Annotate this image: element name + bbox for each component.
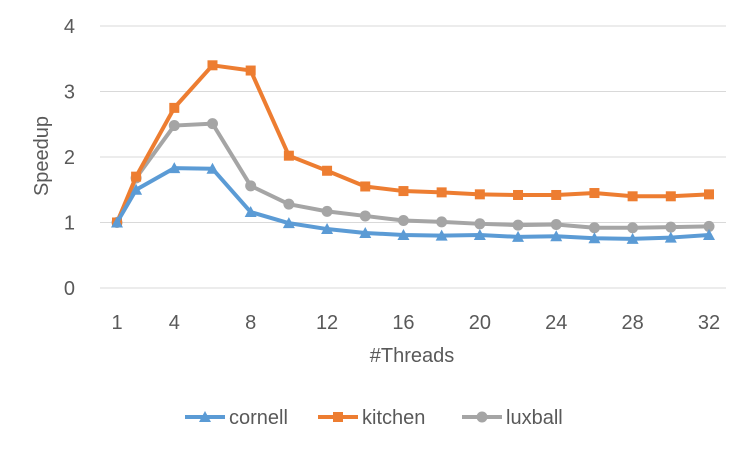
legend: cornell kitchen luxball [185,407,563,429]
data-point-kitchen [131,171,142,182]
data-point-kitchen [207,60,218,71]
data-point-luxball [321,205,333,217]
data-point-kitchen [513,189,524,200]
x-tick-label: 20 [469,312,491,334]
data-point-cornell [206,162,219,174]
data-point-cornell [111,216,123,228]
x-axis-title: #Threads [370,345,455,367]
legend-label: cornell [229,407,288,429]
legend-label: luxball [506,407,563,429]
data-point-cornell [397,228,410,240]
x-tick-label: 24 [545,312,567,334]
data-point-luxball [703,220,715,232]
data-point-luxball [436,216,448,228]
data-point-kitchen [474,189,485,200]
x-tick-label: 32 [698,312,720,334]
data-point-luxball [550,218,562,230]
data-point-cornell [244,206,257,218]
data-point-luxball [397,215,409,227]
data-point-luxball [206,118,218,130]
x-tick-label: 28 [621,312,643,334]
data-point-kitchen [398,186,409,197]
series-kitchen [112,60,714,228]
data-point-cornell [321,223,334,235]
y-axis-ticks: 0 1 2 3 4 [64,16,75,300]
gridlines [100,25,726,289]
y-tick-label: 2 [64,147,75,169]
data-point-cornell [588,232,601,244]
data-point-kitchen [283,150,294,161]
series-luxball [111,118,715,234]
data-point-luxball [665,221,677,233]
data-point-luxball [283,198,295,210]
data-point-cornell [130,183,143,195]
data-point-kitchen [245,65,256,76]
data-point-cornell [550,230,563,242]
legend-item-kitchen: kitchen [318,407,425,429]
data-point-kitchen [665,191,676,202]
series-line-luxball [115,121,710,230]
data-point-kitchen [627,191,638,202]
data-point-cornell [435,229,448,241]
series-lines [111,60,715,244]
data-point-luxball [627,222,639,234]
data-point-cornell [664,231,677,243]
data-point-luxball [245,180,257,192]
legend-label: kitchen [362,407,425,429]
data-point-cornell [703,228,715,240]
data-point-luxball [359,210,371,222]
data-point-cornell [512,230,525,242]
data-point-kitchen [436,187,447,198]
data-point-kitchen [322,165,333,176]
x-tick-label: 1 [111,312,122,334]
y-axis-title: Speedup [31,116,53,196]
x-tick-label: 16 [392,312,414,334]
data-point-kitchen [360,181,371,192]
data-point-luxball [474,218,486,230]
y-tick-label: 0 [64,278,75,300]
y-tick-label: 3 [64,82,75,104]
legend-marker [333,412,343,422]
series-line-kitchen [115,63,710,224]
data-point-kitchen [589,188,600,199]
x-tick-label: 12 [316,312,338,334]
data-point-cornell [626,232,639,244]
data-point-cornell [168,162,181,174]
data-point-cornell [473,228,486,240]
series-cornell [111,162,715,244]
x-tick-label: 8 [245,312,256,334]
legend-item-cornell: cornell [185,407,288,429]
data-point-luxball [168,120,180,132]
data-point-kitchen [169,102,180,113]
data-point-luxball [512,219,524,231]
data-point-cornell [359,226,372,238]
data-point-luxball [588,222,600,234]
legend-marker [199,411,211,422]
y-tick-label: 1 [64,213,75,235]
data-point-kitchen [551,189,562,200]
x-tick-label: 4 [169,312,180,334]
y-tick-label: 4 [64,16,75,38]
data-point-cornell [282,217,295,229]
data-point-kitchen [704,189,714,200]
legend-item-luxball: luxball [462,407,563,429]
x-axis-ticks: 1 4 8 12 16 20 24 28 32 [111,312,720,334]
legend-marker [476,411,488,423]
